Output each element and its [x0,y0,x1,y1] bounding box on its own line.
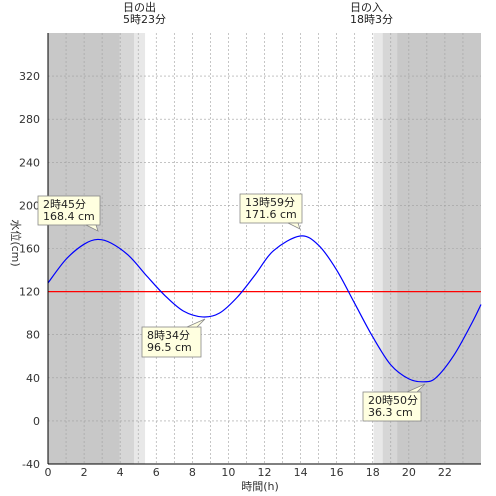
twilight-band [373,33,383,464]
annotation-time: 8時34分 [147,329,190,342]
y-tick-label: 160 [19,243,40,256]
annotation-box [141,326,202,358]
x-tick-label: 2 [81,466,88,479]
annotation-pointer [186,318,206,328]
tide-level-line [47,235,482,383]
x-axis-title: 時間(h) [241,480,279,493]
x-tick-label: 0 [45,466,52,479]
x-tick-label: 18 [366,466,380,479]
y-tick-label: -40 [22,458,40,471]
y-axis-title: 水位(cm) [9,219,23,266]
tick-labels: 0 2 4 6 8 10 12 14 16 18 20 22 -40 0 40 80 120 160 200 240 2… [19,70,452,479]
day-band [145,33,374,464]
y-tick-label: 80 [26,329,40,342]
twilight-band [134,33,146,464]
y-tick-label: 0 [33,415,40,428]
annotation-time: 13時59分 [245,196,295,209]
y-tick-label: 40 [26,372,40,385]
axes [47,33,481,465]
annotation-level: 168.4 cm [43,210,95,223]
sunset-time: 18時3分 [350,13,393,26]
annotation-level: 171.6 cm [245,208,297,221]
x-tick-label: 20 [402,466,416,479]
x-tick-label: 8 [189,466,196,479]
y-tick-label: 320 [19,70,40,83]
sunrise-title: 日の出 [123,0,156,14]
annotation-box [37,195,101,226]
annotation-box [239,193,303,224]
x-tick-label: 10 [221,466,235,479]
twilight-band [119,33,135,464]
night-band [48,33,120,464]
annotation-level: 36.3 cm [368,406,413,419]
x-tick-label: 22 [438,466,452,479]
y-tick-label: 240 [19,156,40,169]
annotation-time: 20時50分 [368,394,418,407]
sunset-label: 日の入 18時3分 [350,1,393,26]
annotation-pointer [85,224,99,232]
x-tick-label: 14 [294,466,308,479]
annotation-pointer [287,222,301,230]
annotation-pointer [406,383,426,393]
x-tick-label: 16 [330,466,344,479]
annotation-box [362,391,422,422]
x-tick-label: 4 [117,466,124,479]
annotation-time: 2時45分 [43,198,86,211]
annotation-level: 96.5 cm [147,341,192,354]
x-tick-label: 6 [153,466,160,479]
sunset-title: 日の入 [350,1,383,14]
y-tick-label: 120 [19,286,40,299]
sunrise-label: 日の出 5時23分 [123,0,166,26]
y-tick-label: 200 [19,199,40,212]
day-night-background [48,33,481,464]
x-tick-label: 12 [258,466,272,479]
sunrise-time: 5時23分 [123,13,166,26]
y-tick-label: 280 [19,113,40,126]
